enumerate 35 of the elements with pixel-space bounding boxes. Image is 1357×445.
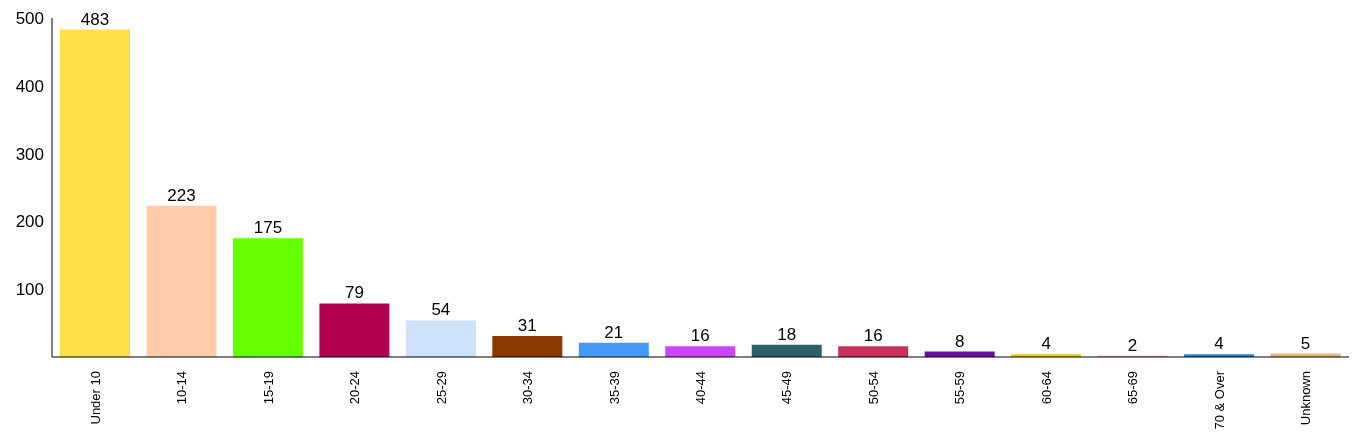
data-label: 5: [1300, 333, 1311, 353]
data-label: 18: [777, 324, 797, 344]
x-tick-label: 35-39: [606, 371, 622, 405]
x-tick-label: 55-59: [952, 371, 968, 405]
data-label: 31: [517, 315, 537, 335]
x-tick-label: 65-69: [1125, 371, 1141, 405]
y-tick-label: 300: [15, 144, 44, 164]
data-label: 175: [253, 218, 283, 238]
x-tick-label: 20-24: [347, 371, 363, 405]
x-tick-label: 10-14: [174, 371, 190, 405]
data-label: 483: [80, 9, 110, 29]
x-tick-label: 15-19: [260, 371, 276, 405]
data-label: 223: [167, 185, 196, 205]
x-tick-label: 70 & Over: [1211, 370, 1227, 430]
y-tick-label: 500: [15, 9, 44, 29]
data-label: 54: [431, 300, 451, 320]
data-label: 2: [1127, 335, 1138, 355]
data-label: 79: [344, 283, 364, 303]
x-tick-label: 25-29: [433, 371, 449, 405]
x-tick-label: 30-34: [520, 371, 536, 405]
data-label: 21: [604, 322, 624, 342]
y-tick-label: 100: [15, 280, 44, 300]
data-label: 16: [690, 326, 710, 346]
data-label: 4: [1214, 334, 1224, 354]
x-tick-label: 45-49: [779, 371, 795, 405]
y-tick-label: 400: [15, 76, 44, 96]
x-tick-label: 60-64: [1038, 371, 1054, 405]
x-tick-label: 40-44: [693, 371, 708, 405]
x-tick-label: 50-54: [865, 371, 881, 405]
y-tick-label: 200: [15, 212, 44, 232]
data-label: 4: [1041, 334, 1051, 354]
x-tick-label: Unknown: [1298, 371, 1314, 426]
data-label: 16: [863, 326, 883, 346]
data-label: 8: [954, 331, 965, 351]
x-tick-label: Under 10: [87, 371, 103, 425]
